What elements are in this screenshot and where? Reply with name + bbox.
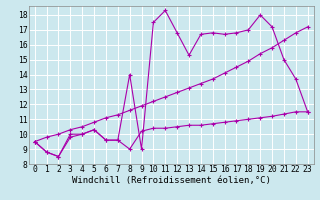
X-axis label: Windchill (Refroidissement éolien,°C): Windchill (Refroidissement éolien,°C) bbox=[72, 176, 271, 185]
